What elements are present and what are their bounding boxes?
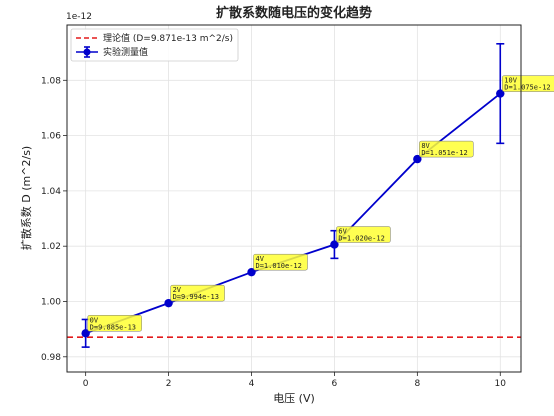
data-point [413, 154, 422, 164]
y-axis-label: 扩散系数 D (m^2/s) [19, 146, 33, 250]
annotation-box [87, 315, 142, 332]
annotation-text: D=9.885e-13 [90, 323, 136, 331]
annotation-text: 6V [338, 228, 347, 236]
y-exponent-label: 1e-12 [66, 12, 92, 22]
annotation-box [170, 284, 225, 302]
y-tick-label: 0.98 [41, 353, 61, 363]
annotation-text: D=1.010e-12 [256, 262, 302, 270]
x-tick-label: 6 [332, 379, 338, 389]
annotation-text: 2V [173, 286, 182, 294]
data-point [164, 298, 173, 308]
annotation-text: 8V [421, 142, 430, 150]
annotation-text: 4V [256, 255, 265, 263]
annotation-text: D=9.994e-13 [173, 293, 219, 301]
annotation-box [336, 226, 391, 243]
data-point [496, 89, 505, 98]
data-point [330, 240, 339, 249]
annotation-text: 0V [90, 316, 99, 324]
annotation-text: D=1.075e-12 [504, 84, 550, 92]
annotation-box [419, 140, 474, 158]
legend-series-swatch-marker [83, 48, 91, 56]
plot-area [66, 24, 522, 373]
data-point [247, 267, 256, 277]
annotation-text: D=1.051e-12 [421, 149, 467, 157]
x-tick-label: 8 [414, 379, 420, 389]
legend-series-label: 实验测量值 [103, 46, 148, 58]
x-tick-label: 0 [83, 379, 89, 389]
x-tick-label: 2 [166, 379, 172, 389]
annotation-text: D=1.020e-12 [338, 235, 384, 243]
x-tick-label: 4 [249, 379, 255, 389]
legend-box [70, 28, 239, 62]
annotation-text: 10V [504, 77, 517, 85]
y-tick-label: 1.00 [41, 297, 61, 307]
y-tick-label: 1.04 [41, 187, 61, 197]
ticks: 0 2 4 6 8 10 0.98 1.00 1.02 1.04 1.06 1.08 [41, 76, 506, 389]
x-tick-label: 10 [495, 379, 507, 389]
annotation-box [253, 253, 308, 271]
x-axis-label: 电压 (V) [273, 392, 315, 405]
chart-title: 扩散系数随电压的变化趋势 [216, 5, 372, 21]
series-line [85, 92, 501, 335]
y-tick-label: 1.06 [41, 132, 61, 142]
legend: 理论值 (D=9.871e-13 m^2/s) 实验测量值 [70, 28, 239, 62]
y-tick-label: 1.02 [41, 242, 61, 252]
data-point [81, 329, 90, 338]
legend-reference-label: 理论值 (D=9.871e-13 m^2/s) [103, 32, 233, 44]
y-tick-label: 1.08 [41, 76, 61, 86]
annotation-box [502, 75, 554, 92]
annotations-layer: 0VD=9.885e-13 2VD=9.994e-13 4VD=1.010e-12 6… [87, 75, 554, 332]
